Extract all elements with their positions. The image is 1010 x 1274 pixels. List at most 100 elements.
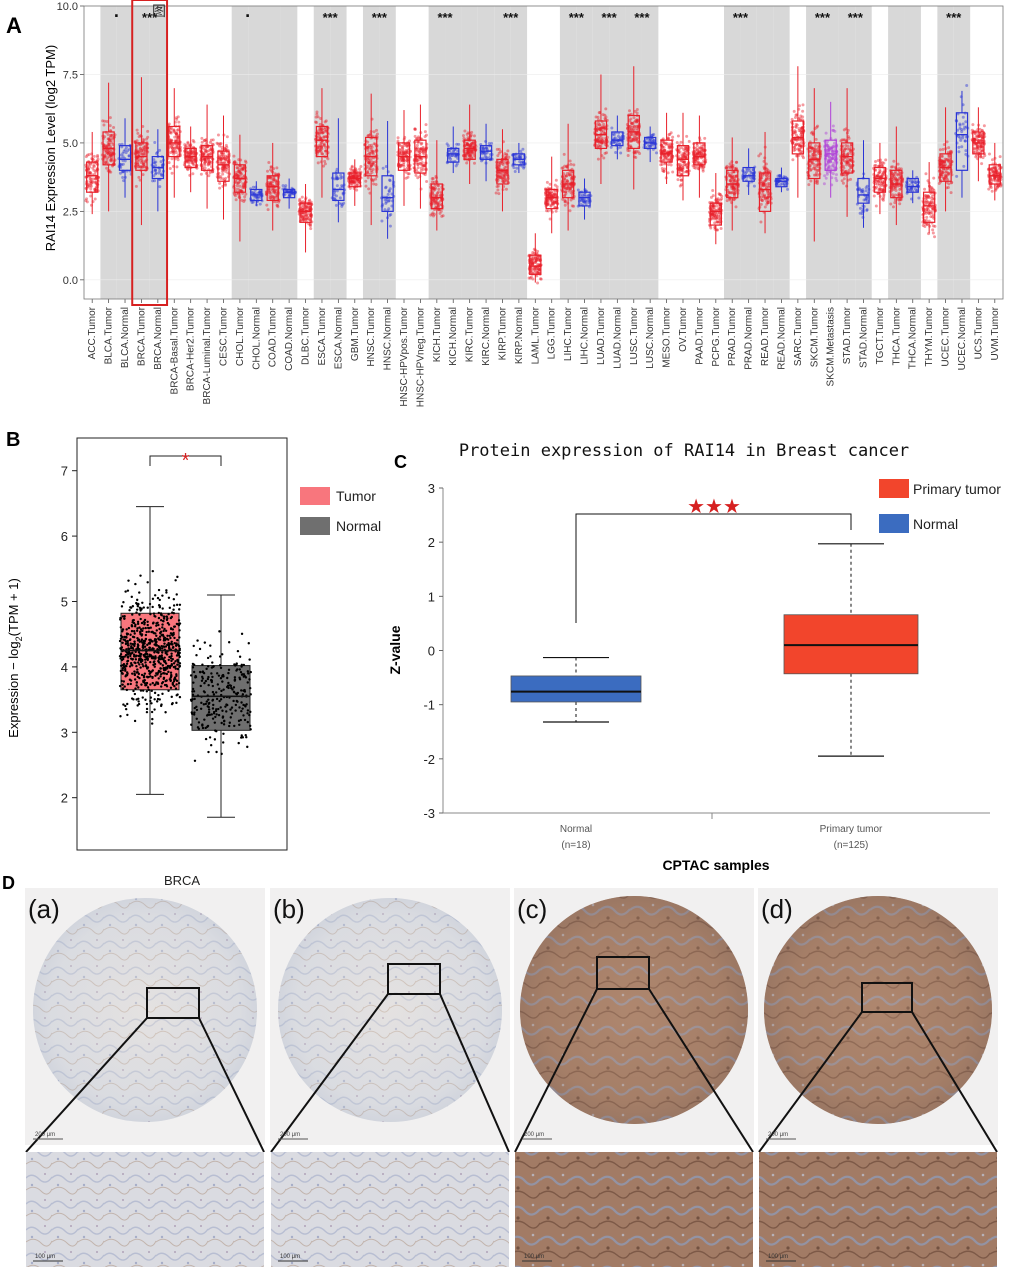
scatter-point [366, 141, 369, 144]
scatter-point [843, 177, 846, 180]
scatter-point [892, 205, 895, 208]
scatter-point [437, 188, 440, 191]
x-tick-label: THCA.Normal [908, 307, 919, 369]
x-tick-label: LAML.Tumor [530, 306, 541, 364]
scatter-point [816, 125, 819, 128]
scatter-point [191, 172, 194, 175]
x-tick-label: BRCA.Tumor [136, 306, 147, 366]
scatter-point [110, 134, 113, 137]
x-tick-label: HNSC-HPVpos.Tumor [399, 306, 410, 406]
significance-marker: *** [634, 10, 650, 25]
scatter-point [688, 140, 691, 143]
scatter-point [832, 162, 835, 165]
scatter-point [679, 141, 682, 144]
scatter-point [865, 189, 868, 192]
scatter-point [189, 158, 192, 161]
scatter-point [209, 141, 212, 144]
scatter-point [325, 119, 328, 122]
scatter-point [664, 143, 667, 146]
scatter-point [177, 121, 180, 124]
scatter-point [610, 126, 613, 129]
scatter-point [636, 112, 639, 115]
scatter-point [96, 154, 99, 157]
x-tick-label: STAD.Normal [859, 307, 870, 368]
x-tick-label: LIHC.Tumor [563, 306, 574, 361]
x-tick-label: PRAD.Tumor [727, 306, 738, 366]
significance-marker: *** [602, 10, 618, 25]
scatter-point [440, 215, 443, 218]
scatter-point [336, 184, 339, 187]
x-tick-label: BRCA.Normal [153, 307, 164, 370]
scatter-point [433, 181, 436, 184]
scatter-point [241, 166, 244, 169]
scatter-point [184, 144, 187, 147]
scatter-point [223, 166, 226, 169]
scatter-point [270, 165, 273, 168]
scatter-point [732, 198, 735, 201]
scatter-point [860, 191, 863, 194]
scatter-point [859, 207, 862, 210]
scatter-point [598, 123, 601, 126]
scatter-point [387, 193, 390, 196]
scatter-point [339, 196, 342, 199]
scatter-point [561, 167, 564, 170]
scatter-point [435, 193, 438, 196]
scatter-point [153, 169, 156, 172]
scatter-point [355, 189, 358, 192]
scatter-point [141, 152, 144, 155]
scatter-point [506, 149, 509, 152]
scatter-point [932, 232, 935, 235]
scatter-point [794, 116, 797, 119]
scatter-point [235, 198, 238, 201]
scatter-point [614, 137, 617, 140]
scatter-point [102, 124, 105, 127]
x-tick-label: HNSC.Normal [383, 307, 394, 370]
scatter-point [565, 187, 568, 190]
scatter-point [488, 142, 491, 145]
scatter-point [225, 166, 228, 169]
x-tick-label: LGG.Tumor [547, 306, 558, 359]
scatter-point [517, 155, 520, 158]
scatter-point [268, 196, 271, 199]
scatter-point [439, 199, 442, 202]
scatter-point [614, 151, 617, 154]
scatter-point [388, 214, 391, 217]
scatter-point [372, 153, 375, 156]
scatter-point [685, 163, 688, 166]
scatter-point [320, 146, 323, 149]
scatter-point [320, 152, 323, 155]
scatter-point [109, 116, 112, 119]
scatter-point [602, 156, 605, 159]
scatter-point [376, 132, 379, 135]
scatter-point [355, 175, 358, 178]
scatter-point [878, 188, 881, 191]
scatter-point [317, 115, 320, 118]
x-tick-label: CESC.Tumor [218, 306, 229, 366]
scatter-point [367, 176, 370, 179]
scatter-point [932, 189, 935, 192]
scatter-point [265, 204, 268, 207]
scatter-point [109, 124, 112, 127]
scatter-point [563, 178, 566, 181]
scatter-point [153, 161, 156, 164]
scatter-point [925, 207, 928, 210]
x-tick-label: KIRC.Tumor [465, 306, 476, 362]
scatter-point [414, 174, 417, 177]
scatter-point [277, 173, 280, 176]
scatter-point [225, 146, 228, 149]
scatter-point [713, 206, 716, 209]
scatter-point [425, 180, 428, 183]
scatter-point [846, 153, 849, 156]
scatter-point [387, 207, 390, 210]
scatter-point [370, 144, 373, 147]
scatter-point [676, 141, 679, 144]
scatter-point [596, 127, 599, 130]
scatter-point [898, 202, 901, 205]
scatter-point [406, 176, 409, 179]
scatter-point [335, 204, 338, 207]
scatter-point [274, 192, 277, 195]
scatter-point [833, 130, 836, 133]
scatter-point [750, 177, 753, 180]
scatter-point [200, 173, 203, 176]
scatter-point [678, 170, 681, 173]
